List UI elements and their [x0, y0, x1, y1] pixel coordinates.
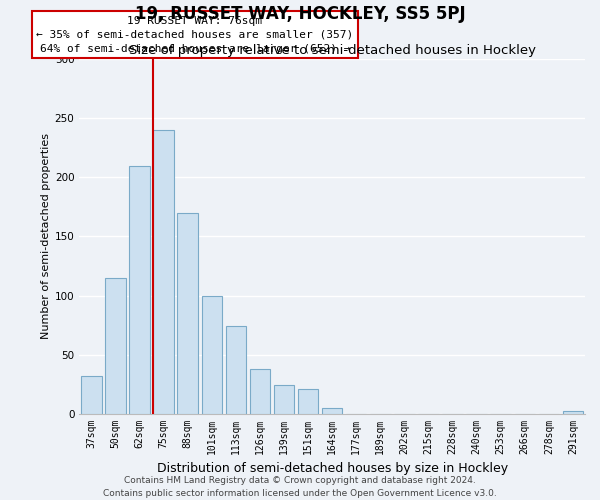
Bar	[81, 376, 101, 414]
Y-axis label: Number of semi-detached properties: Number of semi-detached properties	[41, 134, 50, 340]
Bar	[322, 408, 343, 414]
Bar	[226, 326, 246, 414]
Bar	[105, 278, 125, 413]
Text: 19, RUSSET WAY, HOCKLEY, SS5 5PJ: 19, RUSSET WAY, HOCKLEY, SS5 5PJ	[134, 5, 466, 23]
Bar	[130, 166, 150, 414]
Text: 19 RUSSET WAY: 76sqm
← 35% of semi-detached houses are smaller (357)
64% of semi: 19 RUSSET WAY: 76sqm ← 35% of semi-detac…	[36, 16, 353, 54]
Text: Contains HM Land Registry data © Crown copyright and database right 2024.
Contai: Contains HM Land Registry data © Crown c…	[103, 476, 497, 498]
Bar	[178, 213, 198, 414]
Title: Size of property relative to semi-detached houses in Hockley: Size of property relative to semi-detach…	[128, 44, 536, 57]
Bar	[563, 411, 583, 414]
Bar	[298, 389, 319, 413]
Bar	[154, 130, 174, 414]
Bar	[274, 385, 294, 414]
Bar	[250, 368, 270, 414]
Bar	[202, 296, 222, 414]
X-axis label: Distribution of semi-detached houses by size in Hockley: Distribution of semi-detached houses by …	[157, 462, 508, 475]
